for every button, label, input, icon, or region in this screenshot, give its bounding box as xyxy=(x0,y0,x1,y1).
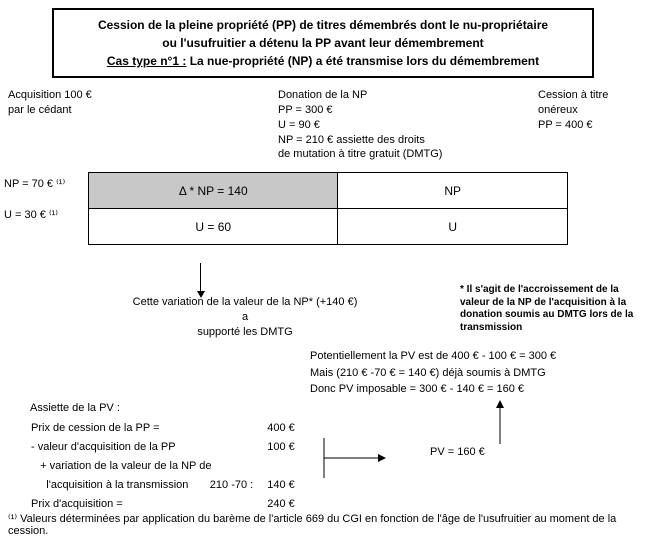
side-u: U = 30 € ⁽¹⁾ xyxy=(4,209,65,222)
footnote: ⁽¹⁾ Valeurs déterminées par application … xyxy=(8,512,628,537)
pv-r1-val: 400 € xyxy=(259,419,296,438)
pv-r3-lbl-b: l'acquisition à la transmission 210 -70 … xyxy=(30,476,259,495)
pv-title: Assiette de la PV : xyxy=(30,400,296,417)
calc-right: Potentiellement la PV est de 400 € - 100… xyxy=(310,348,556,398)
pv-r3-lbl-a: + variation de la valeur de la NP de xyxy=(30,457,296,476)
acquisition-l2: par le cédant xyxy=(8,103,148,118)
cession-l2: PP = 400 € xyxy=(538,118,638,133)
title-line-2: ou l'usufruitier a détenu la PP avant le… xyxy=(64,34,582,52)
grid-table: Δ * NP = 140 NP U = 60 U xyxy=(88,172,568,245)
column-donation: Donation de la NP PP = 300 € U = 90 € NP… xyxy=(148,88,478,168)
calc-l3: Donc PV imposable = 300 € - 140 € = 160 … xyxy=(310,381,556,398)
donation-l1: Donation de la NP xyxy=(278,88,478,103)
arrow-up-icon xyxy=(494,400,506,447)
pv-r2-val: 100 € xyxy=(259,438,296,457)
pv-r3-val: 140 € xyxy=(259,476,296,495)
top-columns: Acquisition 100 € par le cédant Donation… xyxy=(8,88,638,168)
title-case-prefix: Cas type n°1 : xyxy=(107,54,187,68)
donation-l2: PP = 300 € xyxy=(278,103,478,118)
side-labels: NP = 70 € ⁽¹⁾ U = 30 € ⁽¹⁾ xyxy=(4,178,65,240)
grid-r1c1: Δ * NP = 140 xyxy=(89,173,338,209)
note-dmtg-l1: Cette variation de la valeur de la NP* (… xyxy=(130,295,360,325)
pv-r1-lbl: Prix de cession de la PP = xyxy=(30,419,259,438)
grid-r2c1: U = 60 xyxy=(89,209,338,245)
star-note: * Il s'agit de l'accroissement de la val… xyxy=(460,284,635,334)
note-dmtg: Cette variation de la valeur de la NP* (… xyxy=(130,295,360,340)
title-line-1: Cession de la pleine propriété (PP) de t… xyxy=(64,16,582,34)
pv-r2-lbl: - valeur d'acquisition de la PP xyxy=(30,438,259,457)
grid-r2c2: U xyxy=(338,209,568,245)
arrow-right-icon xyxy=(318,434,388,485)
column-acquisition: Acquisition 100 € par le cédant xyxy=(8,88,148,168)
acquisition-l1: Acquisition 100 € xyxy=(8,88,148,103)
calc-l2: Mais (210 € -70 € = 140 €) déjà soumis à… xyxy=(310,365,556,382)
title-box: Cession de la pleine propriété (PP) de t… xyxy=(52,8,594,78)
donation-l4: NP = 210 € assiette des droits xyxy=(278,133,478,148)
pv-table: Prix de cession de la PP = 400 € - valeu… xyxy=(30,419,296,514)
calc-l1: Potentiellement la PV est de 400 € - 100… xyxy=(310,348,556,365)
grid-r1c2: NP xyxy=(338,173,568,209)
pv-block: Assiette de la PV : Prix de cession de l… xyxy=(30,400,296,514)
title-case-rest: La nue-propriété (NP) a été transmise lo… xyxy=(186,54,539,68)
donation-l5: de mutation à titre gratuit (DMTG) xyxy=(278,147,478,162)
donation-l3: U = 90 € xyxy=(278,118,478,133)
cession-l1: Cession à titre onéreux xyxy=(538,88,638,118)
title-line-3: Cas type n°1 : La nue-propriété (NP) a é… xyxy=(64,52,582,70)
column-cession: Cession à titre onéreux PP = 400 € xyxy=(478,88,638,168)
pv-eq: PV = 160 € xyxy=(430,446,485,458)
note-dmtg-l2: supporté les DMTG xyxy=(130,325,360,340)
arrow-down-icon xyxy=(200,263,205,298)
side-np: NP = 70 € ⁽¹⁾ xyxy=(4,178,65,191)
